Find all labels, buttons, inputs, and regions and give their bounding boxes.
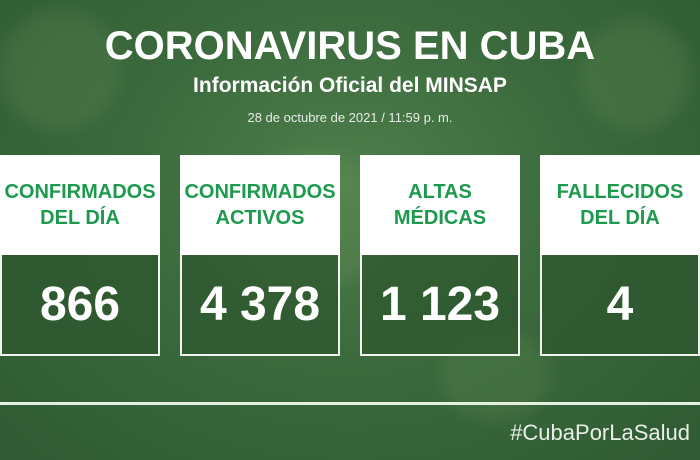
page-title: CORONAVIRUS EN CUBA bbox=[104, 24, 596, 68]
divider bbox=[0, 402, 700, 405]
report-date: 28 de octubre de 2021 / 11:59 p. m. bbox=[247, 110, 453, 125]
page-subtitle: Información Oficial del MINSAP bbox=[193, 74, 507, 97]
card-label: CONFIRMADOS ACTIVOS bbox=[184, 181, 336, 229]
card-active: CONFIRMADOS ACTIVOS 4 378 bbox=[180, 155, 340, 356]
card-label: ALTAS MÉDICAS bbox=[393, 181, 487, 229]
card-discharged: ALTAS MÉDICAS 1 123 bbox=[360, 155, 520, 356]
card-value: 4 bbox=[606, 278, 634, 331]
card-value: 1 123 bbox=[379, 278, 501, 331]
card-confirmed-today: CONFIRMADOS DEL DÍA 866 bbox=[0, 155, 160, 356]
virus-decoration bbox=[0, 10, 120, 130]
card-deaths-today: FALLECIDOS DEL DÍA 4 bbox=[540, 155, 700, 356]
card-value: 4 378 bbox=[199, 278, 321, 331]
virus-decoration bbox=[580, 20, 690, 130]
card-label: CONFIRMADOS DEL DÍA bbox=[4, 181, 156, 229]
card-label: FALLECIDOS DEL DÍA bbox=[556, 181, 684, 229]
hashtag: #CubaPorLaSalud bbox=[510, 420, 690, 445]
card-value: 866 bbox=[39, 278, 121, 331]
